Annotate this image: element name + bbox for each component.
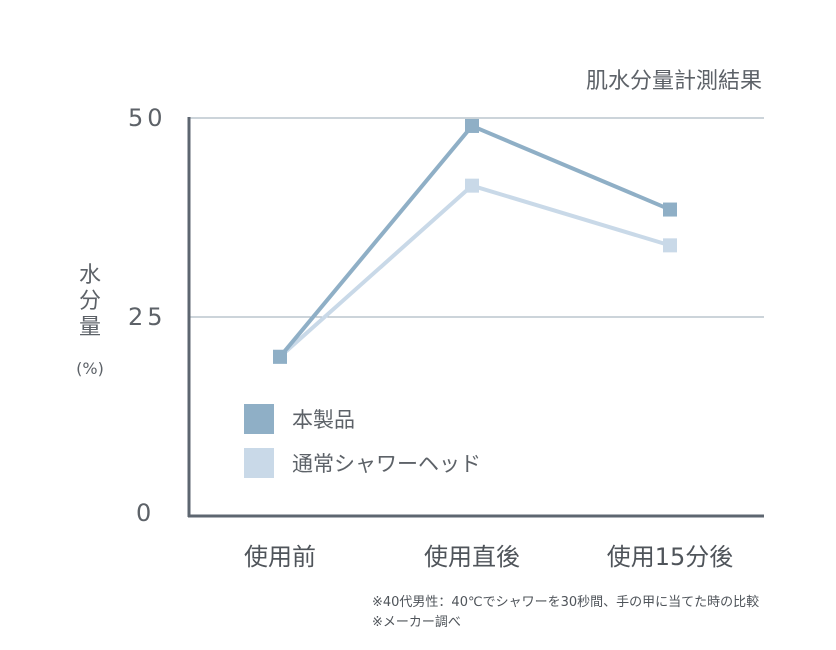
- data-point-regular-showerhead-2: [663, 238, 677, 253]
- series-line-regular-showerhead: [278, 183, 671, 359]
- footnote-source: ※メーカー調べ: [372, 615, 461, 630]
- series-line-product: [278, 123, 671, 359]
- x-category-label-immediately-after: 使用直後: [424, 543, 520, 571]
- y-axis-label-char-3: 量: [79, 315, 101, 340]
- y-tick-label-50: 50: [128, 104, 167, 132]
- data-point-regular-showerhead-1: [465, 178, 479, 193]
- legend-swatch-product: [244, 404, 274, 434]
- y-tick-label-0: 0: [136, 499, 155, 527]
- chart-title: 肌水分量計測結果: [586, 69, 762, 94]
- data-point-product-2: [663, 202, 677, 217]
- y-tick-label-25: 25: [128, 303, 167, 331]
- legend-label-product: 本製品: [292, 408, 355, 432]
- data-point-product-0: [273, 349, 287, 364]
- series-layer: [273, 118, 677, 364]
- x-category-label-15min-after: 使用15分後: [607, 543, 734, 571]
- x-category-label-before: 使用前: [244, 543, 316, 571]
- legend: 本製品 通常シャワーヘッド: [244, 404, 481, 478]
- data-point-product-1: [465, 118, 479, 133]
- footnote-condition: ※40代男性：40℃でシャワーを30秒間、手の甲に当てた時の比較: [372, 595, 759, 610]
- y-axis-label-char-2: 分: [79, 289, 101, 314]
- legend-label-regular-showerhead: 通常シャワーヘッド: [292, 452, 481, 476]
- y-axis-label-char-1: 水: [79, 263, 101, 288]
- legend-swatch-regular-showerhead: [244, 448, 274, 478]
- y-axis-unit: (%): [76, 359, 104, 378]
